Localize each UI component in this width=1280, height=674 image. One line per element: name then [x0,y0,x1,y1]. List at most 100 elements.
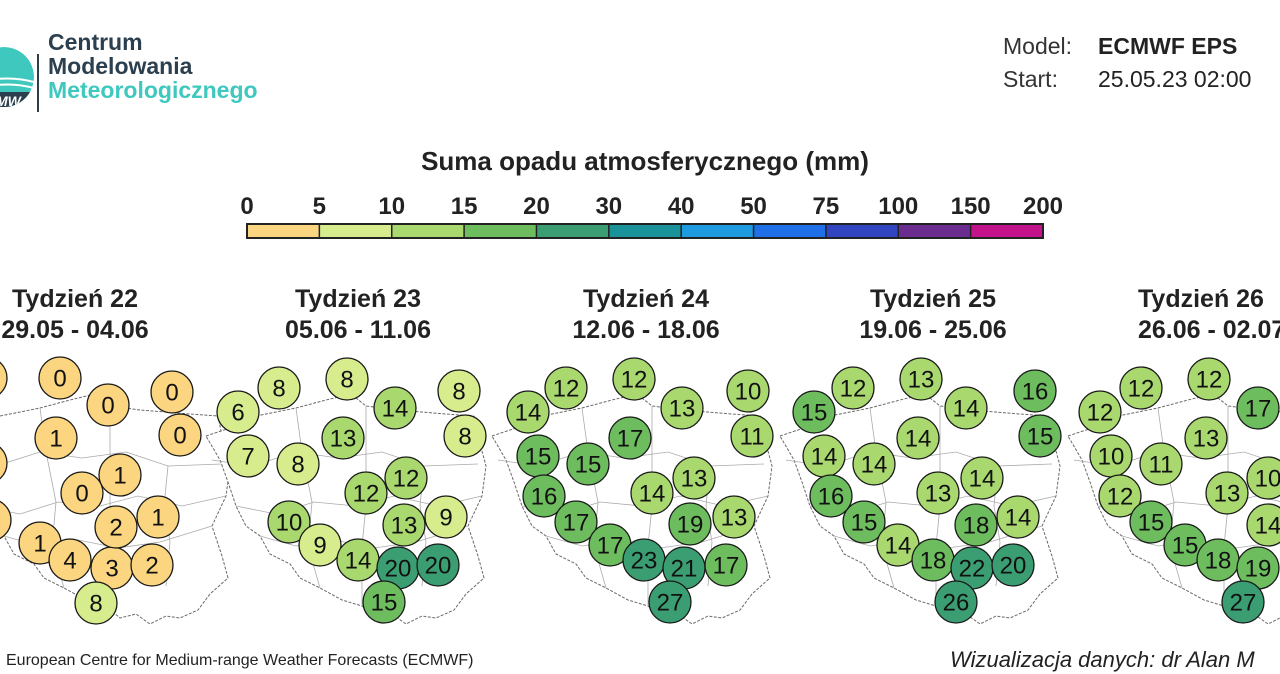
value-circle [1236,386,1280,430]
region-value-marker: 2 [130,543,174,587]
value-label: 0 [165,380,178,407]
region-value-marker: 12 [384,456,428,500]
value-label: 8 [291,452,304,479]
value-label: 2 [109,515,122,542]
value-circle [1013,369,1057,413]
scale-segment [825,224,899,238]
value-label: 22 [959,556,986,583]
value-label: 0 [53,366,66,393]
week-dates: 26.06 - 02.07 [1138,316,1280,344]
value-label: 8 [89,591,102,618]
value-label: 8 [452,379,465,406]
week-title-24: Tydzień 24 12.06 - 18.06 [516,284,776,346]
value-label: 12 [353,481,380,508]
value-label: 16 [531,484,558,511]
value-label: 17 [713,553,740,580]
value-circle [608,416,652,460]
region-value-marker: 20 [376,546,420,590]
value-circle [991,543,1035,587]
value-circle [321,416,365,460]
scale-segment [536,224,609,238]
source-credit: European Centre for Medium-range Weather… [6,652,474,669]
region-value-marker: 15 [792,390,836,434]
value-circle [267,500,311,544]
region-value-marker: 15 [362,580,406,624]
value-circle [1119,366,1163,410]
logo-wordmark: Centrum Modelowania Meteorologicznego [48,30,258,102]
value-label: 13 [721,505,748,532]
value-label: 13 [925,481,952,508]
value-label: 14 [905,426,932,453]
logo-line-1: Centrum [48,29,143,55]
region-value-marker: 0 [60,471,104,515]
value-circle [612,357,656,401]
region-value-marker: 18 [954,503,998,547]
value-circle [916,471,960,515]
region-value-marker: 19 [668,502,712,546]
scale-segment [464,224,537,238]
region-value-marker: 17 [588,523,632,567]
value-label: 21 [671,556,698,583]
visualization-credit: Wizualizacja danych: dr Alan M [950,647,1255,672]
value-circle [960,456,1004,500]
value-circle [704,543,748,587]
region-value-marker: 18 [911,538,955,582]
value-label: 15 [1027,424,1054,451]
value-circle [668,502,712,546]
scale-frame [246,223,1044,239]
region-value-marker: 23 [622,538,666,582]
scale-segment [681,224,754,238]
scale-tick-label: 200 [1023,193,1063,220]
value-label: 18 [1205,548,1232,575]
value-label: 12 [1087,400,1114,427]
value-label: 13 [1214,481,1241,508]
week-label: Tydzień 26 [1138,285,1264,313]
value-label: 2 [145,553,158,580]
value-circle [0,446,8,480]
value-circle [60,471,104,515]
value-label: 13 [391,513,418,540]
value-label: 16 [818,484,845,511]
scale-tick-label: 100 [878,193,918,220]
region-value-marker: 15 [516,434,560,478]
value-label: 12 [840,376,867,403]
week-map-25: 15 12 13 14 16 14 15 14 14 16 13 14 15 18 14 14 18 22 20 26 [779,357,1062,625]
region-value-marker: 10 [726,369,770,413]
region-value-marker: 12 [1098,474,1142,518]
value-label: 14 [811,444,838,471]
value-label: 13 [908,367,935,394]
value-label: 14 [345,548,372,575]
week-label: Tydzień 23 [295,285,421,313]
value-label: 18 [920,548,947,575]
value-circle [554,500,598,544]
region-value-marker: 20 [991,543,1035,587]
value-circle [1018,414,1062,458]
value-label: 12 [393,466,420,493]
region-value-marker: 7 [226,434,270,478]
week-dates: 05.06 - 11.06 [285,316,431,344]
value-circle [842,500,886,544]
value-label: 20 [425,553,452,580]
region-value-marker: 2 [94,505,138,549]
value-label: 9 [439,505,452,532]
region-value-marker: 8 [276,442,320,486]
value-circle [1246,456,1280,500]
value-label: 4 [63,548,76,575]
scale-tick-label: 20 [523,193,550,220]
value-circle [1246,503,1280,547]
value-circle [712,495,756,539]
value-circle [1129,500,1173,544]
value-label: 14 [861,452,888,479]
value-label: 12 [1196,367,1223,394]
value-label: 20 [1000,553,1027,580]
region-value-marker: 1 [136,495,180,539]
region-value-marker: 14 [630,471,674,515]
value-label: 1 [33,531,46,558]
logo-line-2: Modelowania [48,53,193,79]
value-label: 0 [75,481,88,508]
region-value-marker: 3 [90,546,134,590]
value-circle [672,456,716,500]
region-value-marker: 8 [325,357,369,401]
value-circle [344,471,388,515]
value-circle [506,390,550,434]
